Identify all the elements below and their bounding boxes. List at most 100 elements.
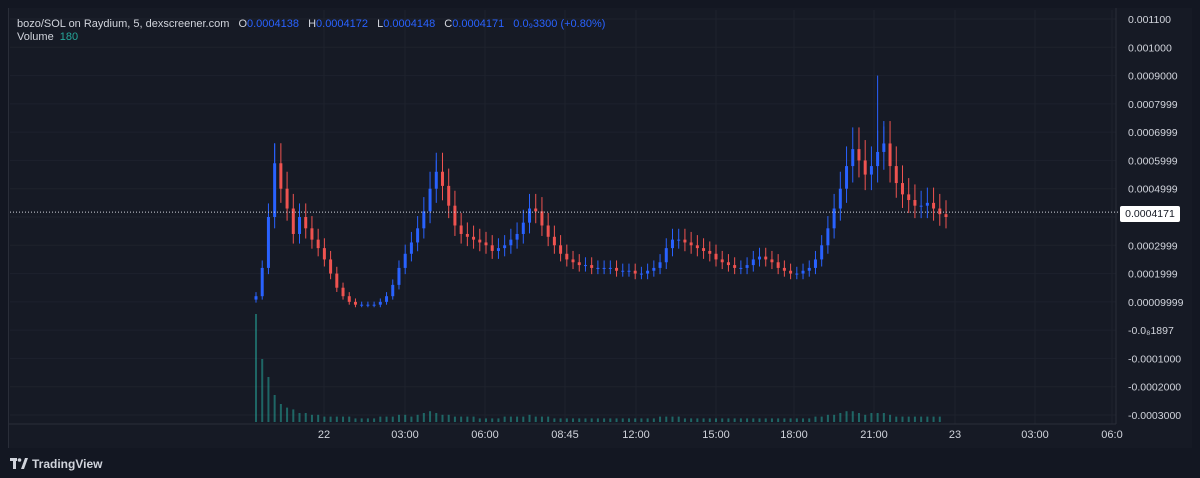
volume-bar [702, 418, 705, 422]
volume-bar [820, 416, 823, 422]
volume-bar [770, 418, 773, 422]
volume-bar [553, 418, 556, 422]
volume-bar [833, 414, 836, 422]
volume-bar [621, 418, 624, 422]
candle-body [565, 253, 569, 260]
volume-bar [609, 418, 612, 422]
volume-bar [876, 413, 879, 422]
x-tick-label: 12:00 [622, 429, 650, 441]
volume-bar [851, 411, 854, 422]
candle-body [838, 188, 842, 209]
candle-body [266, 217, 270, 268]
y-tick-label: -0.0003000 [1128, 410, 1181, 422]
volume-bar [540, 416, 543, 422]
volume-bar [640, 418, 643, 422]
candle-body [714, 253, 718, 260]
volume-bar [422, 413, 425, 422]
candle-body [733, 265, 737, 268]
y-tick-label: 0.0001999 [1128, 269, 1178, 281]
candle-body [422, 211, 426, 229]
volume-bar [590, 418, 593, 422]
candle-body [440, 171, 444, 186]
volume-bar [671, 416, 674, 422]
volume-bar [584, 418, 587, 422]
candle-body [590, 265, 594, 268]
volume-bar [460, 416, 463, 422]
candle-body [515, 233, 519, 240]
volume-bar [354, 418, 357, 422]
candle-body [353, 301, 357, 305]
volume-bar [913, 416, 916, 422]
low-value: 0.0004148 [383, 18, 436, 30]
candle-body [639, 273, 643, 275]
y-tick-label: 0.001000 [1128, 42, 1172, 54]
x-tick-label: 06:0 [1101, 429, 1122, 441]
x-tick-label: 06:00 [471, 429, 499, 441]
brand-label: TradingView [32, 457, 103, 471]
volume-bar [721, 418, 724, 422]
candle-body [291, 208, 295, 234]
candle-body [894, 166, 898, 184]
volume-bar [901, 416, 904, 422]
volume-bar [441, 414, 444, 422]
candle-body [298, 217, 302, 234]
volume-bar [690, 418, 693, 422]
footer-brand[interactable]: TradingView [10, 456, 102, 472]
volume-bar [646, 418, 649, 422]
volume-bar [298, 413, 301, 422]
volume-bar [920, 416, 923, 422]
x-tick-label: 22 [318, 429, 330, 441]
volume-bar [404, 414, 407, 422]
candle-body [726, 262, 730, 266]
high-value: 0.0004172 [316, 18, 369, 30]
candle-body [403, 253, 407, 268]
chart-area[interactable] [8, 8, 1192, 448]
volume-bar [783, 418, 786, 422]
candle-body [546, 225, 550, 237]
x-tick-label: 08:45 [551, 429, 579, 441]
volume-bar [391, 416, 394, 422]
y-tick-label: 0.0002999 [1128, 240, 1178, 252]
y-tick-label: 0.0007999 [1128, 99, 1178, 111]
volume-bar [932, 416, 935, 422]
volume-bar [696, 418, 699, 422]
volume-bar [310, 414, 313, 422]
y-tick-label: -0.0₈1897 [1128, 325, 1174, 337]
volume-bar [895, 416, 898, 422]
candle-body [335, 273, 339, 288]
candle-body [795, 273, 799, 275]
volume-bar [864, 414, 867, 422]
x-tick-label: 15:00 [702, 429, 730, 441]
candle-body [888, 143, 892, 167]
volume-bar [317, 414, 320, 422]
candle-body [521, 222, 525, 234]
volume-bar [410, 416, 413, 422]
candle-body [845, 166, 849, 189]
candle-body [453, 205, 457, 226]
volume-value: 180 [59, 31, 79, 43]
volume-bar [652, 418, 655, 422]
volume-bar [752, 418, 755, 422]
volume-bar [634, 418, 637, 422]
candle-body [646, 270, 650, 274]
volume-bar [342, 416, 345, 422]
candle-body [608, 267, 612, 269]
candle-body [316, 239, 320, 249]
candle-body [366, 304, 370, 306]
volume-bar [491, 418, 494, 422]
candle-body [409, 242, 413, 254]
volume-bar [857, 413, 860, 422]
volume-bar [683, 418, 686, 422]
candle-body [478, 239, 482, 243]
candle-body [428, 188, 432, 212]
volume-bar [727, 418, 730, 422]
open-value: 0.0004138 [247, 18, 299, 30]
candle-body [310, 228, 314, 240]
candle-body [770, 259, 774, 263]
candle-body [416, 228, 420, 243]
candle-body [503, 245, 507, 249]
tradingview-logo-icon [10, 458, 28, 469]
volume-bar [795, 418, 798, 422]
candle-body [534, 208, 538, 212]
